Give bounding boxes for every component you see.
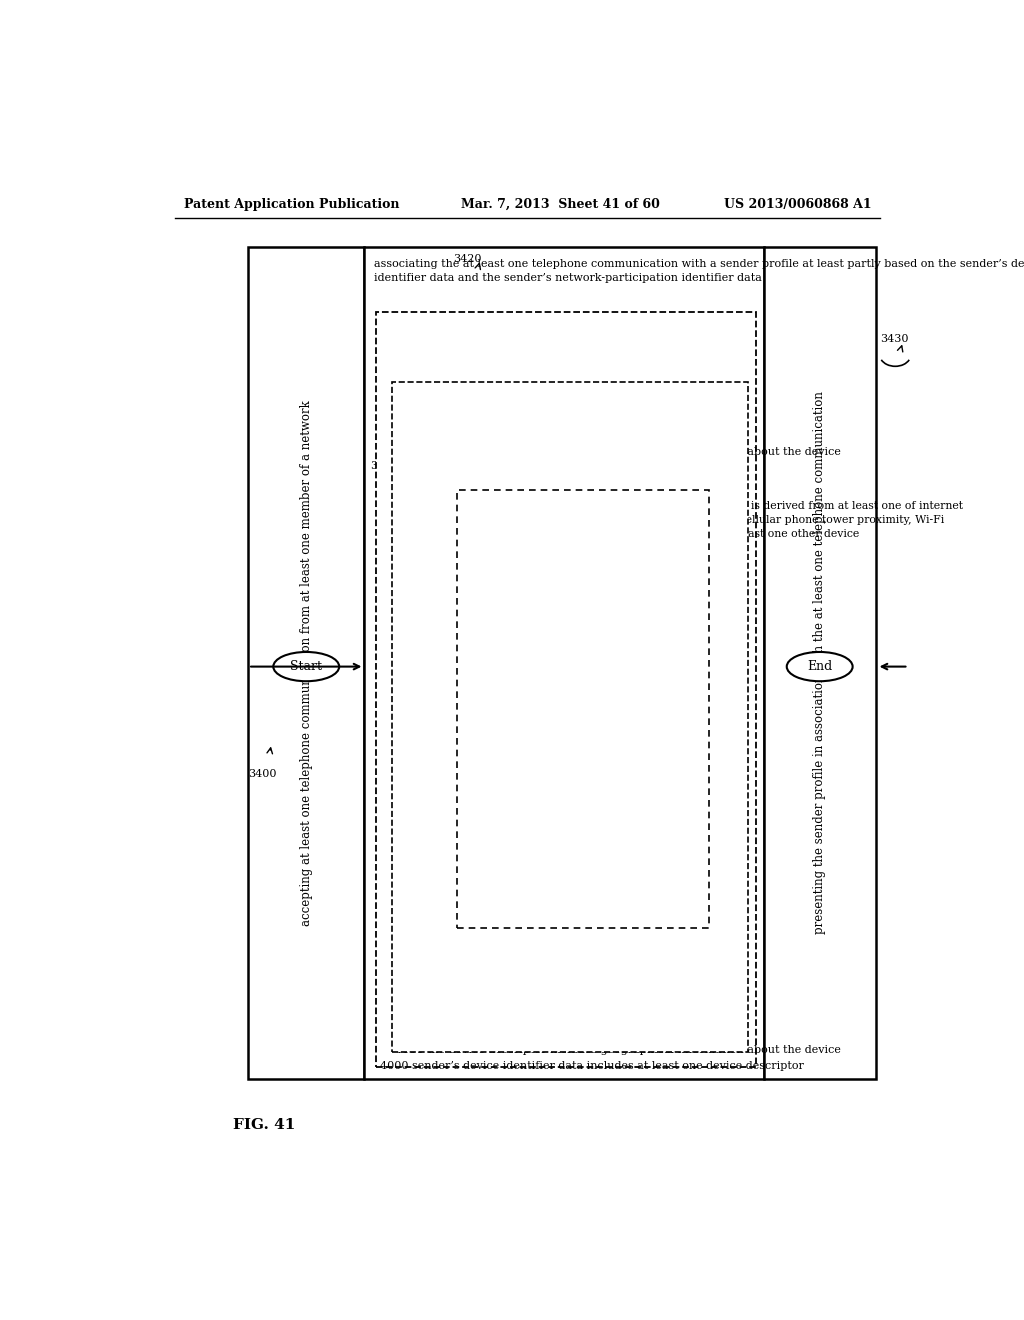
Text: presenting the sender profile in association with the at least one telephone com: presenting the sender profile in associa…	[813, 391, 826, 935]
Text: 3410: 3410	[371, 462, 399, 471]
Text: FIG. 41: FIG. 41	[232, 1118, 295, 1131]
Bar	[376, 313, 756, 1067]
Text: 4000 sender’s device identifier data includes at least one device descriptor: 4000 sender’s device identifier data inc…	[380, 1061, 804, 1071]
Text: 3420: 3420	[454, 253, 482, 264]
Bar	[248, 247, 365, 1078]
Text: 4100 the device descriptor includes geographical information about the device: 4100 the device descriptor includes geog…	[395, 447, 842, 457]
Text: Start: Start	[290, 660, 323, 673]
Text: US 2013/0060868 A1: US 2013/0060868 A1	[724, 198, 872, 211]
Ellipse shape	[786, 652, 853, 681]
Text: associating the at least one telephone communication with a sender profile at le: associating the at least one telephone c…	[374, 259, 1024, 282]
Text: 3400: 3400	[248, 770, 276, 779]
Bar	[458, 490, 710, 928]
Bar	[365, 247, 764, 1078]
Bar	[391, 381, 748, 1052]
Ellipse shape	[273, 652, 339, 681]
Bar	[764, 247, 876, 1078]
Text: 4102 the geographical information about the device is derived from at least one : 4102 the geographical information about …	[461, 502, 964, 539]
Text: 4100 the device descriptor includes geographical information about the device: 4100 the device descriptor includes geog…	[395, 1045, 842, 1056]
Text: accepting at least one telephone communication from at least one member of a net: accepting at least one telephone communi…	[300, 400, 312, 925]
Text: Mar. 7, 2013  Sheet 41 of 60: Mar. 7, 2013 Sheet 41 of 60	[461, 198, 660, 211]
Text: 3430: 3430	[880, 334, 908, 345]
Text: End: End	[807, 660, 833, 673]
Text: Patent Application Publication: Patent Application Publication	[183, 198, 399, 211]
